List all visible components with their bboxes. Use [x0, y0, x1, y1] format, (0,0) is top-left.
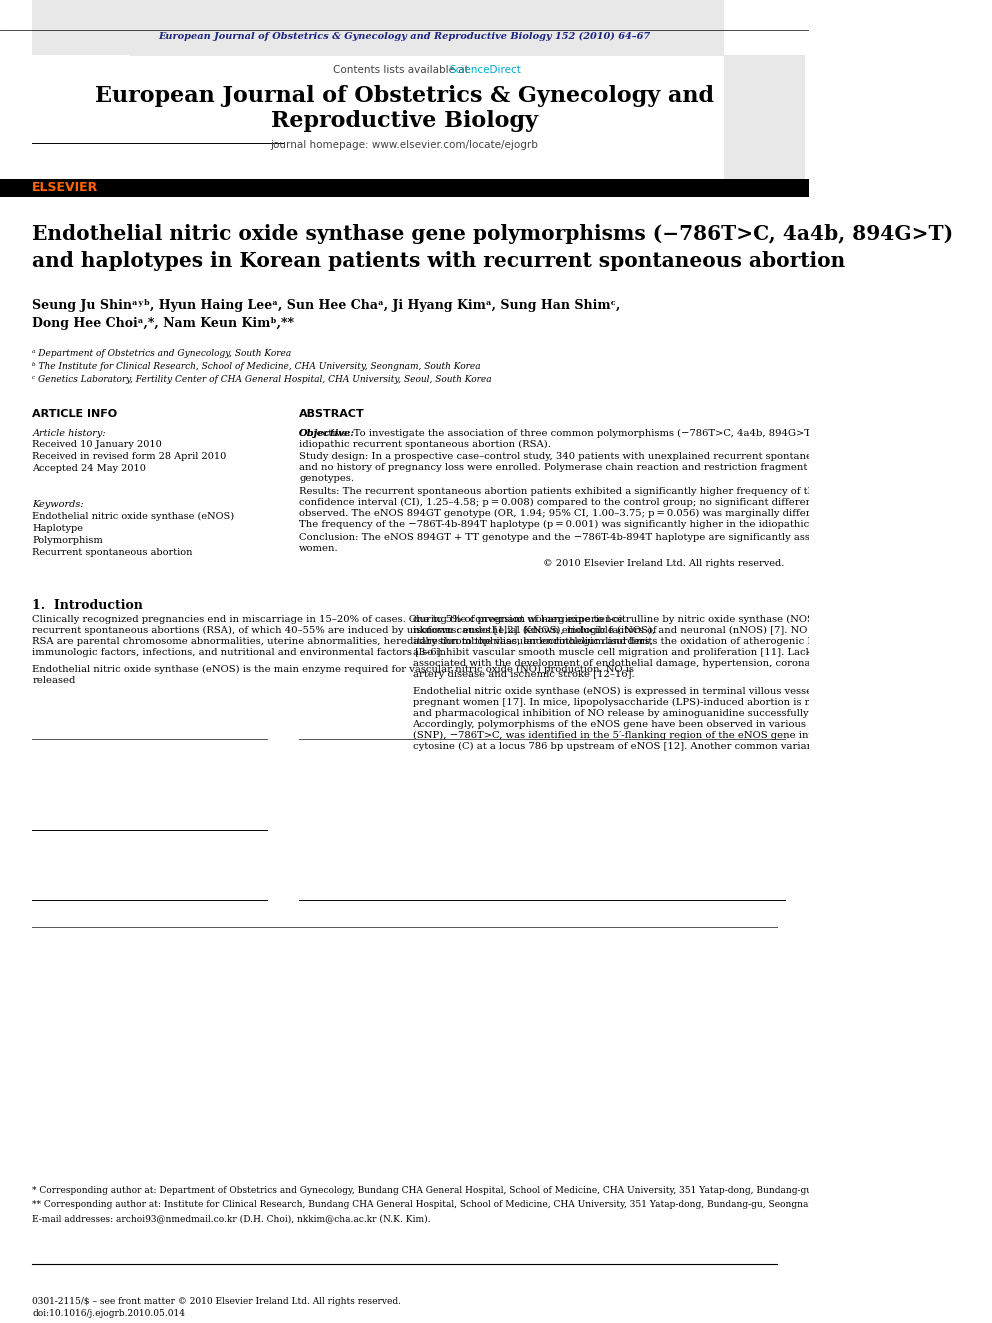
Text: Contents lists available at: Contents lists available at [333, 65, 475, 75]
Text: * Corresponding author at: Department of Obstetrics and Gynecology, Bundang CHA : * Corresponding author at: Department of… [33, 1185, 992, 1195]
Text: artery disease and ischemic stroke [12–16].: artery disease and ischemic stroke [12–1… [413, 669, 634, 679]
Text: ᶜ Genetics Laboratory, Fertility Center of CHA General Hospital, CHA University,: ᶜ Genetics Laboratory, Fertility Center … [33, 374, 492, 384]
Text: ᵇ The Institute for Clinical Research, School of Medicine, CHA University, Seong: ᵇ The Institute for Clinical Research, S… [33, 361, 481, 370]
Text: Conclusion: The eNOS 894GT + TT genotype and the −786T-4b-894T haplotype are sig: Conclusion: The eNOS 894GT + TT genotype… [300, 533, 992, 542]
Text: observed. The eNOS 894GT genotype (OR, 1.94; 95% CI, 1.00–3.75; p = 0.056) was m: observed. The eNOS 894GT genotype (OR, 1… [300, 509, 992, 519]
Text: associated with the development of endothelial damage, hypertension, coronary sp: associated with the development of endot… [413, 659, 992, 668]
Text: released: released [33, 676, 75, 685]
Text: Keywords:: Keywords: [33, 500, 84, 509]
Text: and pharmacological inhibition of NO release by aminoguanidine successfully resc: and pharmacological inhibition of NO rel… [413, 709, 991, 717]
Text: (SNP), −786T>C, was identified in the 5′-flanking region of the eNOS gene involv: (SNP), −786T>C, was identified in the 5′… [413, 730, 992, 740]
FancyBboxPatch shape [724, 54, 805, 184]
Text: women.: women. [300, 544, 339, 553]
Text: ᵃ Department of Obstetrics and Gynecology, South Korea: ᵃ Department of Obstetrics and Gynecolog… [33, 349, 292, 357]
Text: also inhibit vascular smooth muscle cell migration and proliferation [11]. Lack : also inhibit vascular smooth muscle cell… [413, 648, 992, 656]
Text: Seung Ju Shinᵃʸᵇ, Hyun Haing Leeᵃ, Sun Hee Chaᵃ, Ji Hyang Kimᵃ, Sung Han Shimᶜ,
: Seung Ju Shinᵃʸᵇ, Hyun Haing Leeᵃ, Sun H… [33, 299, 621, 329]
Text: European Journal of Obstetrics & Gynecology and Reproductive Biology 152 (2010) : European Journal of Obstetrics & Gynecol… [159, 32, 651, 41]
Text: Endothelial nitric oxide synthase (eNOS) is expressed in terminal villous vessel: Endothelial nitric oxide synthase (eNOS)… [413, 687, 990, 696]
Text: Study design: In a prospective case–control study, 340 patients with unexplained: Study design: In a prospective case–cont… [300, 452, 992, 462]
Text: 0301-2115/$ – see front matter © 2010 Elsevier Ireland Ltd. All rights reserved.: 0301-2115/$ – see front matter © 2010 El… [33, 1297, 402, 1318]
Text: and no history of pregnancy loss were enrolled. Polymerase chain reaction and re: and no history of pregnancy loss were en… [300, 463, 992, 472]
Text: Results: The recurrent spontaneous abortion patients exhibited a significantly h: Results: The recurrent spontaneous abort… [300, 487, 992, 496]
Text: Accordingly, polymorphisms of the eNOS gene have been observed in various popula: Accordingly, polymorphisms of the eNOS g… [413, 720, 992, 729]
Text: Clinically recognized pregnancies end in miscarriage in 15–20% of cases. One to : Clinically recognized pregnancies end in… [33, 615, 624, 624]
Text: ARTICLE INFO: ARTICLE INFO [33, 409, 117, 418]
Text: idiopathic recurrent spontaneous abortion (RSA).: idiopathic recurrent spontaneous abortio… [300, 439, 552, 448]
Text: recurrent spontaneous abortions (RSA), of which 40–55% are induced by unknown ca: recurrent spontaneous abortions (RSA), o… [33, 626, 657, 635]
Text: The frequency of the −786T-4b-894T haplotype (p = 0.001) was significantly highe: The frequency of the −786T-4b-894T haplo… [300, 520, 992, 529]
Text: Haplotype: Haplotype [33, 524, 83, 533]
FancyBboxPatch shape [0, 180, 808, 197]
Text: during the conversion of l-arginine to l-citrulline by nitric oxide synthase (NO: during the conversion of l-arginine to l… [413, 615, 992, 624]
Text: RSA are parental chromosome abnormalities, uterine abnormalities, hereditary thr: RSA are parental chromosome abnormalitie… [33, 636, 654, 646]
Text: European Journal of Obstetrics & Gynecology and: European Journal of Obstetrics & Gynecol… [95, 85, 714, 107]
Text: Endothelial nitric oxide synthase (eNOS) is the main enzyme required for vascula: Endothelial nitric oxide synthase (eNOS)… [33, 664, 634, 673]
Text: Objective: To investigate the association of three common polymorphisms (−786T>C: Objective: To investigate the associatio… [300, 429, 992, 438]
Text: adhesion to the vascular endothelium and limits the oxidation of atherogenic LDL: adhesion to the vascular endothelium and… [413, 636, 992, 646]
Text: Received 10 January 2010: Received 10 January 2010 [33, 441, 162, 450]
Text: confidence interval (CI), 1.25–4.58; p = 0.008) compared to the control group; n: confidence interval (CI), 1.25–4.58; p =… [300, 499, 992, 508]
Text: ELSEVIER: ELSEVIER [33, 181, 98, 194]
Text: Endothelial nitric oxide synthase (eNOS): Endothelial nitric oxide synthase (eNOS) [33, 512, 234, 521]
Text: Accepted 24 May 2010: Accepted 24 May 2010 [33, 464, 146, 474]
FancyBboxPatch shape [16, 54, 129, 184]
Text: pregnant women [17]. In mice, lipopolysaccharide (LPS)-induced abortion is media: pregnant women [17]. In mice, lipopolysa… [413, 697, 992, 706]
Text: E-mail addresses: archoi93@nmedmail.co.kr (D.H. Choi), nkkim@cha.ac.kr (N.K. Kim: E-mail addresses: archoi93@nmedmail.co.k… [33, 1213, 431, 1222]
Text: ** Corresponding author at: Institute for Clinical Research, Bundang CHA General: ** Corresponding author at: Institute fo… [33, 1200, 992, 1209]
Text: genotypes.: genotypes. [300, 475, 354, 483]
Text: immunologic factors, infections, and nutritional and environmental factors [3–6]: immunologic factors, infections, and nut… [33, 648, 444, 656]
Text: Recurrent spontaneous abortion: Recurrent spontaneous abortion [33, 548, 192, 557]
Text: ABSTRACT: ABSTRACT [300, 409, 365, 418]
Text: Article history:: Article history: [33, 429, 106, 438]
Text: 1.  Introduction: 1. Introduction [33, 599, 143, 613]
Text: Reproductive Biology: Reproductive Biology [271, 110, 538, 131]
Text: Received in revised form 28 April 2010: Received in revised form 28 April 2010 [33, 452, 226, 462]
Text: journal homepage: www.elsevier.com/locate/ejogrb: journal homepage: www.elsevier.com/locat… [271, 139, 539, 149]
Text: Polymorphism: Polymorphism [33, 536, 103, 545]
FancyBboxPatch shape [33, 0, 724, 56]
Text: ScienceDirect: ScienceDirect [449, 65, 521, 75]
Text: Objective:: Objective: [300, 429, 355, 438]
Text: isoforms: endothelial (eNOS), inducible (iNOS), and neuronal (nNOS) [7]. NO inhi: isoforms: endothelial (eNOS), inducible … [413, 626, 992, 635]
Text: cytosine (C) at a locus 786 bp upstream of eNOS [12]. Another common variant of : cytosine (C) at a locus 786 bp upstream … [413, 741, 992, 750]
Text: Endothelial nitric oxide synthase gene polymorphisms (−786T>C, 4a4b, 894G>T)
and: Endothelial nitric oxide synthase gene p… [33, 224, 953, 271]
Text: © 2010 Elsevier Ireland Ltd. All rights reserved.: © 2010 Elsevier Ireland Ltd. All rights … [544, 560, 785, 568]
